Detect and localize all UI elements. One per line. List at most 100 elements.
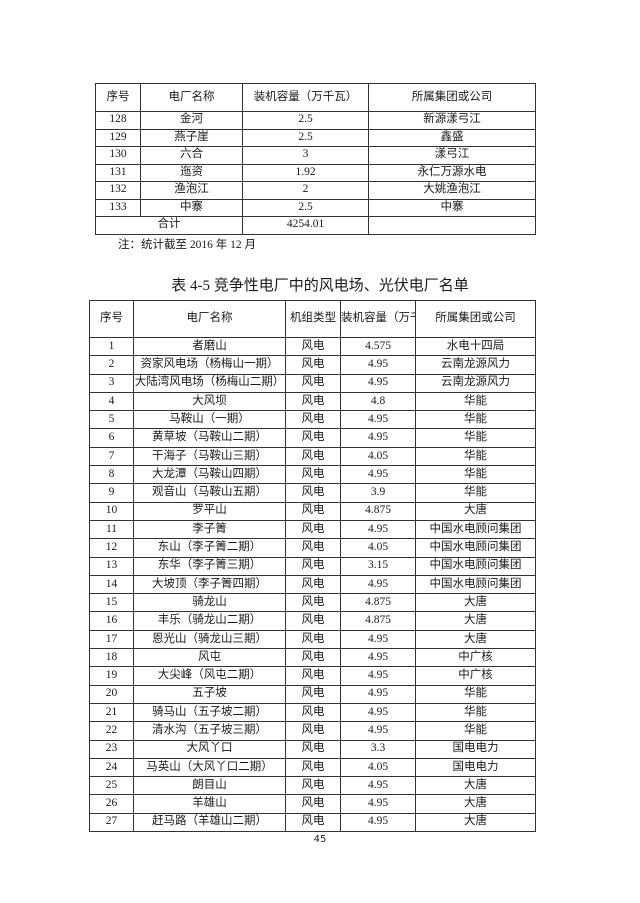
table-cell: 华能 [415,391,536,412]
table-cell: 3.15 [340,556,416,576]
table-cell: 23 [89,739,134,759]
table-row: 26 羊雄山 风电 4.95 大唐 [89,794,536,814]
table-cell: 风电 [285,629,341,650]
column-header: 机组类型 [285,300,341,338]
table-cell: 风电 [285,391,341,412]
table-cell: 130 [95,146,141,165]
table-cell: 4.95 [340,519,416,540]
table-header-row: 序号 电厂名称 装机容量（万千瓦） 所属集团或公司 [95,83,536,112]
table-note: 注：统计截至 2016 年 12 月 [118,239,256,251]
table-cell: 者磨山 [133,336,286,357]
table-row: 27 赶马路（羊雄山二期） 风电 4.95 大唐 [89,812,536,833]
table-cell: 11 [89,519,134,540]
table-cell: 五子坡 [133,684,286,704]
table-cell: 1.92 [242,163,369,182]
table-cell: 8 [89,465,134,485]
table-cell: 观音山（马鞍山五期） [133,483,286,503]
table-cell: 17 [89,629,134,650]
table-cell: 4.95 [340,721,416,741]
table-cell: 风电 [285,428,341,448]
column-header: 电厂名称 [140,83,243,112]
column-header: 装机容量（万千瓦） [340,300,416,338]
table-cell: 4.95 [340,629,416,650]
table-cell: 大姚渔泡江 [368,181,536,200]
table-cell: 华能 [415,684,536,704]
table-cell: 风电 [285,410,341,430]
table-cell: 4.875 [340,593,416,613]
table-cell: 2.5 [242,111,369,130]
column-header: 电厂名称 [133,300,286,338]
table-cell: 中寨 [140,198,243,217]
table-row: 8 大龙潭（马鞍山四期） 风电 4.95 华能 [89,465,536,485]
table-cell: 风电 [285,538,341,558]
table-cell: 7 [89,446,134,467]
table-cell: 风电 [285,648,341,668]
empty-cell [368,216,536,235]
total-label: 合计 [95,216,243,235]
total-value: 4254.01 [242,216,369,235]
table-cell: 4.95 [340,648,416,668]
table-row: 14 大坡顶（李子箐四期） 风电 4.95 中国水电顾问集团 [89,574,536,595]
table-cell: 4.95 [340,410,416,430]
table-cell: 国电电力 [415,757,536,778]
table-cell: 20 [89,684,134,704]
table-cell: 10 [89,501,134,521]
table-cell: 风电 [285,373,341,393]
table-cell: 大风丫口 [133,739,286,759]
table-cell: 云南龙源风力 [415,373,536,393]
table-cell: 马鞍山（一期） [133,410,286,430]
table-row: 13 东华（李子箐三期） 风电 3.15 中国水电顾问集团 [89,556,536,576]
table-cell: 4.05 [340,757,416,778]
table-cell: 风电 [285,574,341,595]
table-row: 132 渔泡江 2 大姚渔泡江 [95,181,536,200]
table-cell: 4.95 [340,666,416,686]
table-cell: 东华（李子箐三期） [133,556,286,576]
table-cell: 3 [89,373,134,393]
table-cell: 132 [95,181,141,200]
table-cell: 清水沟（五子坡三期） [133,721,286,741]
table-cell: 李子箐 [133,519,286,540]
table-cell: 赶马路（羊雄山二期） [133,812,286,833]
column-header: 装机容量（万千瓦） [242,83,369,112]
table-cell: 云南龙源风力 [415,355,536,375]
table-cell: 2 [242,181,369,200]
total-row: 合计 4254.01 [95,216,536,235]
table-cell: 大唐 [415,593,536,613]
table-row: 9 观音山（马鞍山五期） 风电 3.9 华能 [89,483,536,503]
table-cell: 风电 [285,721,341,741]
table-cell: 中寨 [368,198,536,217]
table-cell: 19 [89,666,134,686]
table-cell: 133 [95,198,141,217]
table-cell: 东山（李子箐二期） [133,538,286,558]
page-number: 45 [313,834,327,845]
table-cell: 新源漾弓江 [368,111,536,130]
table-row: 25 朗目山 风电 4.95 大唐 [89,776,536,796]
table-row: 22 清水沟（五子坡三期） 风电 4.95 华能 [89,721,536,741]
table-row: 24 马英山（大风丫口二期） 风电 4.05 国电电力 [89,757,536,778]
table-cell: 风电 [285,757,341,778]
table-cell: 4.95 [340,428,416,448]
table-cell: 4.95 [340,794,416,814]
table-cell: 5 [89,410,134,430]
table-cell: 恩光山（骑龙山三期） [133,629,286,650]
table-row: 129 燕子崖 2.5 鑫盛 [95,128,536,147]
table-row: 11 李子箐 风电 4.95 中国水电顾问集团 [89,519,536,540]
table-cell: 4.875 [340,611,416,631]
table-cell: 2.5 [242,198,369,217]
table-cell: 丰乐（骑龙山二期） [133,611,286,631]
table-cell: 15 [89,593,134,613]
table-cell: 4.8 [340,391,416,412]
table-cell: 渔泡江 [140,181,243,200]
table-cell: 25 [89,776,134,796]
table-row: 130 六合 3 漾弓江 [95,146,536,165]
table-cell: 131 [95,163,141,182]
table-cell: 金河 [140,111,243,130]
table-cell: 4.875 [340,501,416,521]
table-cell: 风电 [285,556,341,576]
table-cell: 鑫盛 [368,128,536,147]
table-cell: 水电十四局 [415,336,536,357]
table-cell: 大唐 [415,812,536,833]
column-header: 序号 [95,83,141,112]
table-cell: 羊雄山 [133,794,286,814]
